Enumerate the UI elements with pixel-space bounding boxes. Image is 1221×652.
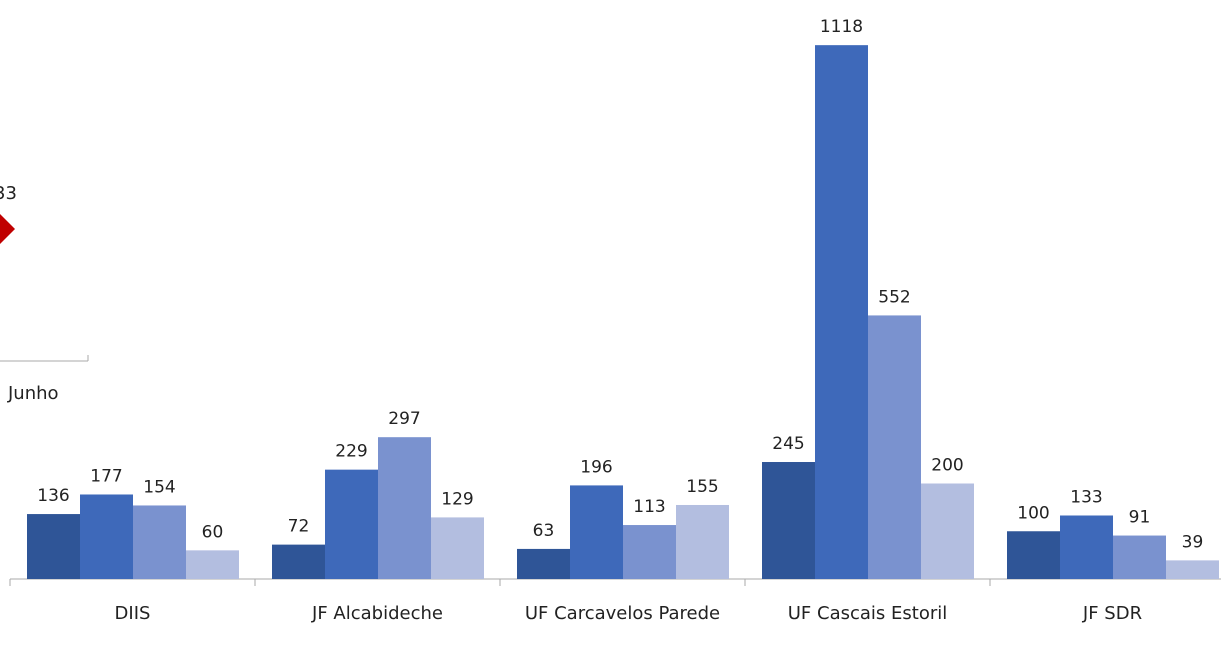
- bar: [431, 517, 484, 579]
- bar: [325, 469, 378, 579]
- bar: [676, 504, 729, 579]
- data-label: 72: [288, 517, 310, 537]
- bar: [80, 494, 133, 579]
- data-label: 129: [441, 489, 473, 509]
- x-tick-label: JF Alcabideche: [312, 603, 443, 624]
- data-label: 229: [335, 442, 367, 462]
- x-tick-label: UF Carcavelos Parede: [524, 603, 721, 624]
- bar: [1113, 535, 1166, 579]
- annotation: 33: [0, 183, 17, 204]
- data-label: 154: [143, 477, 175, 497]
- data-label: 177: [90, 466, 122, 486]
- bar: [623, 525, 676, 579]
- data-label: 60: [202, 522, 224, 542]
- data-label: 100: [1017, 503, 1049, 523]
- bar: [570, 485, 623, 579]
- bar: [868, 315, 921, 579]
- bar: [27, 514, 80, 579]
- data-label: 136: [37, 486, 69, 506]
- x-tick-label: DIIS: [114, 603, 151, 624]
- data-label: 39: [1182, 532, 1204, 552]
- bar: [921, 483, 974, 579]
- data-label: 91: [1129, 508, 1151, 528]
- bar: [1060, 515, 1113, 579]
- data-label: 200: [931, 456, 963, 476]
- bar: [186, 550, 239, 579]
- bar: [1166, 560, 1219, 579]
- bar: [815, 45, 868, 579]
- data-label: 1118: [820, 17, 863, 37]
- data-label: 113: [633, 497, 665, 517]
- bar: [1007, 531, 1060, 579]
- data-label: 63: [533, 521, 555, 541]
- data-label: 297: [388, 409, 420, 429]
- data-label: 133: [1070, 487, 1102, 507]
- data-label: 155: [686, 477, 718, 497]
- bar: [272, 544, 325, 579]
- bar: [378, 437, 431, 579]
- data-label: 196: [580, 457, 612, 477]
- x-tick-label: UF Cascais Estoril: [787, 603, 948, 624]
- data-label: 245: [772, 434, 804, 454]
- data-label: 552: [878, 287, 910, 307]
- bar: [517, 548, 570, 579]
- x-tick-label: JF SDR: [1082, 603, 1143, 624]
- bar: [133, 505, 186, 579]
- fragment-marker: [0, 214, 15, 244]
- annotation: Junho: [8, 383, 59, 404]
- bar: [762, 462, 815, 579]
